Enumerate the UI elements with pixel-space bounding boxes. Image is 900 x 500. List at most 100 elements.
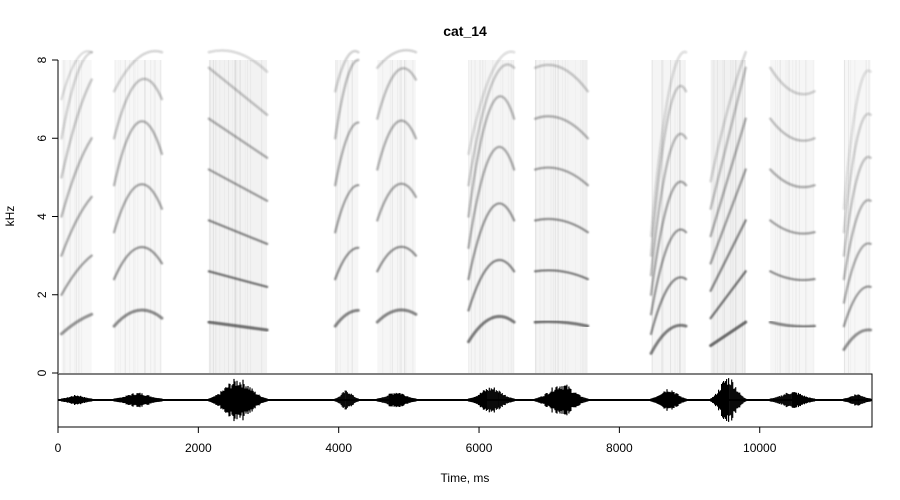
harmonic-2 (207, 270, 269, 289)
y-tick-label: 6 (35, 135, 49, 142)
syllable-9 (709, 51, 748, 373)
harmonic-1 (333, 308, 360, 328)
harmonic-7 (207, 49, 269, 73)
harmonic-4 (467, 145, 516, 249)
harmonic-5 (334, 58, 360, 140)
oscillogram-area (58, 378, 872, 422)
harmonic-5 (60, 78, 93, 179)
syllable-5 (375, 49, 418, 373)
harmonic-5 (207, 117, 269, 159)
syllable-3 (207, 49, 269, 373)
harmonic-2 (769, 270, 816, 282)
harmonic-5 (467, 95, 516, 218)
y-tick-label: 2 (35, 291, 49, 298)
harmonic-1 (207, 320, 269, 332)
harmonic-1 (60, 312, 94, 336)
harmonic-2 (842, 285, 872, 328)
harmonic-6 (769, 66, 816, 96)
harmonic-6 (60, 51, 93, 140)
harmonic-2 (534, 269, 589, 281)
harmonic-3 (649, 228, 688, 316)
harmonic-7 (842, 69, 872, 210)
harmonic-6 (534, 63, 589, 93)
harmonic-5 (649, 132, 688, 277)
syllable-1 (60, 50, 94, 373)
x-tick-label: 0 (55, 441, 62, 455)
x-tick-label: 10000 (743, 441, 777, 455)
y-axis-label: kHz (3, 206, 17, 227)
harmonic-4 (112, 120, 164, 187)
harmonic-3 (60, 195, 93, 257)
y-tick-label: 8 (35, 56, 49, 63)
harmonic-3 (376, 182, 418, 222)
harmonic-6 (842, 112, 872, 234)
harmonic-1 (112, 308, 164, 328)
harmonic-2 (376, 245, 418, 273)
x-axis-label: Time, ms (441, 471, 490, 485)
harmonic-6 (112, 49, 164, 93)
harmonic-4 (709, 168, 747, 265)
harmonic-1 (842, 328, 873, 351)
x-tick-label: 8000 (606, 441, 633, 455)
harmonic-5 (769, 117, 816, 142)
syllable-10 (768, 60, 816, 373)
harmonic-1 (768, 320, 816, 329)
harmonic-2 (60, 254, 93, 296)
harmonic-7 (60, 50, 93, 101)
harmonic-6 (376, 49, 418, 69)
harmonic-5 (709, 117, 747, 238)
harmonic-6 (649, 84, 688, 257)
harmonic-2 (649, 276, 688, 336)
x-tick-label: 2000 (185, 441, 212, 455)
harmonic-3 (769, 219, 816, 235)
harmonic-1 (533, 320, 590, 328)
harmonic-7 (709, 51, 747, 183)
syllable-2 (112, 49, 164, 373)
x-tick-label: 4000 (325, 441, 352, 455)
harmonic-5 (842, 155, 872, 257)
spectrogram-area (60, 49, 873, 373)
harmonic-4 (649, 180, 688, 296)
harmonic-1 (649, 323, 688, 355)
syllable-7 (533, 60, 590, 373)
harmonic-5 (112, 77, 164, 140)
chart-title: cat_14 (443, 23, 487, 39)
harmonic-6 (207, 66, 269, 116)
harmonic-4 (60, 137, 93, 218)
syllable-11 (842, 60, 873, 373)
syllable-noise-band (535, 60, 588, 373)
harmonic-3 (842, 242, 872, 304)
harmonic-4 (534, 166, 589, 187)
y-tick-label: 4 (35, 213, 49, 220)
harmonic-3 (334, 184, 360, 234)
harmonic-7 (649, 50, 688, 238)
harmonic-5 (376, 67, 418, 120)
harmonic-6 (467, 63, 516, 187)
harmonic-6 (334, 49, 360, 93)
syllable-6 (467, 50, 516, 373)
harmonic-3 (207, 219, 269, 246)
harmonic-2 (112, 245, 164, 281)
harmonic-3 (467, 202, 516, 281)
y-tick-label: 0 (35, 369, 49, 376)
harmonic-4 (334, 121, 360, 187)
syllable-8 (649, 50, 688, 373)
harmonic-4 (842, 198, 872, 281)
harmonic-1 (375, 308, 418, 324)
syllable-4 (333, 49, 360, 373)
harmonic-3 (112, 183, 164, 234)
harmonic-2 (334, 246, 360, 281)
axes: 0 2 4 6 8 0 2000 4000 6000 8000 10000 (35, 56, 873, 455)
harmonic-7 (467, 50, 516, 156)
harmonic-1 (709, 320, 748, 348)
harmonic-3 (709, 219, 747, 292)
syllable-noise-band (208, 60, 268, 373)
harmonic-6 (709, 66, 747, 210)
harmonic-4 (769, 168, 816, 189)
syllable-noise-band (468, 60, 515, 373)
harmonic-1 (467, 314, 516, 344)
harmonic-5 (534, 115, 589, 140)
harmonic-3 (534, 217, 589, 234)
